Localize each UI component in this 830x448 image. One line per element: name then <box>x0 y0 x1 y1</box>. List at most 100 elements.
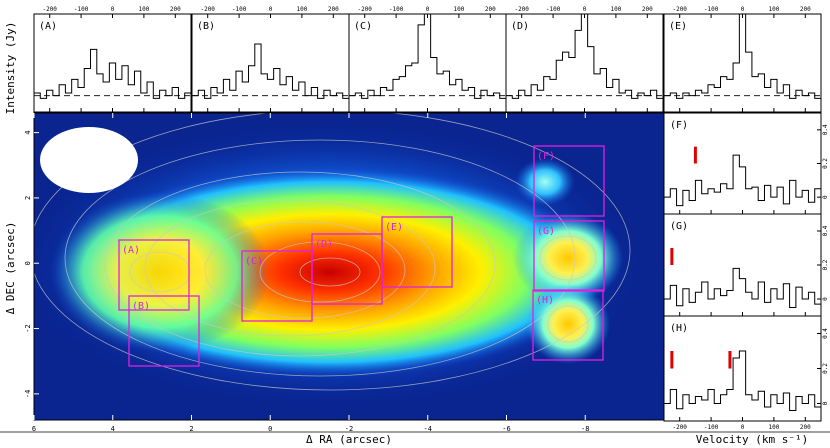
panel-frame <box>348 13 507 113</box>
top-spectrum-panel: -200 -100 0 100 200 (B) <box>191 6 350 113</box>
region-label: (B) <box>132 301 150 312</box>
y-tick-label: -2 <box>24 324 32 332</box>
x-tick-label: 0 <box>268 425 272 433</box>
map-ylabel: Δ DEC (arcsec) <box>4 222 17 315</box>
y-tick-label: 0.2 <box>822 158 829 169</box>
region-label: (H) <box>536 295 554 306</box>
y-tick-label: 4 <box>24 130 32 134</box>
y-tick-label: 0.4 <box>822 124 829 135</box>
panel-frame <box>505 13 664 113</box>
region-label: (F) <box>537 151 555 162</box>
spectrum-line <box>349 13 507 99</box>
x-tick-label: 100 <box>768 6 779 13</box>
panel-frame <box>191 13 350 113</box>
x-tick-label: 200 <box>800 6 811 13</box>
x-tick-label: -200 <box>357 6 372 13</box>
x-tick-label: -200 <box>200 6 215 13</box>
region-box: (A) <box>118 239 190 311</box>
region-label: (A) <box>122 245 140 256</box>
spectrum-line <box>34 48 192 99</box>
x-tick-label: -2 <box>345 425 353 433</box>
panel-label: (F) <box>670 120 688 131</box>
y-tick-label: 0 <box>822 401 829 405</box>
x-tick-label: 200 <box>800 424 811 431</box>
map-emission-knot-f <box>515 158 575 206</box>
x-tick-label: 0 <box>426 6 430 13</box>
y-tick-label: -4 <box>24 390 32 398</box>
panel-label: (D) <box>511 21 529 32</box>
spectrum-line <box>664 350 822 411</box>
region-box: (E) <box>381 216 453 288</box>
side-spectrum-panel: 0.4 0.2 0 (G) <box>663 213 829 317</box>
x-tick-label: 100 <box>453 6 464 13</box>
side-spectrum-panel: 0.4 0.2 0 (F) <box>663 112 829 215</box>
spectrum-line <box>664 267 822 308</box>
top-spectrum-panel: -200 -100 0 100 200 (C) <box>348 6 507 113</box>
top-spectrum-panel: -200 -100 0 100 200 (A) <box>33 6 192 113</box>
panel-label: (A) <box>39 21 57 32</box>
top-spectrum-panel: -200 -100 0 100 200 (E) <box>663 6 822 113</box>
x-tick-label: 200 <box>170 6 181 13</box>
x-tick-label: -4 <box>424 425 432 433</box>
top-spectrum-panel: -200 -100 0 100 200 (D) <box>505 6 664 113</box>
y-tick-label: 0.4 <box>822 225 829 236</box>
region-label: (C) <box>245 256 263 267</box>
map-emission-knot-h <box>526 284 610 364</box>
x-tick-label: -100 <box>704 424 719 431</box>
x-tick-label: -100 <box>546 6 561 13</box>
y-tick-label: 0 <box>822 297 829 301</box>
region-label: (D) <box>315 239 333 250</box>
top-spectra-panels: -200 -100 0 100 200(A)-200 -100 0 100 200(B)-200… <box>33 6 822 113</box>
x-tick-label: -8 <box>581 425 589 433</box>
map-ticks: 6 4 2 0 -2 -4 -6 -8 4 2 0 -2 -4 <box>24 113 589 433</box>
x-tick-label: 100 <box>768 424 779 431</box>
x-tick-label: -100 <box>704 6 719 13</box>
spectrum-line <box>192 43 350 99</box>
x-tick-label: 4 <box>111 425 115 433</box>
x-tick-label: 0 <box>269 6 273 13</box>
y-tick-label: 0.2 <box>822 259 829 270</box>
map-xlabel: Δ RA (arcsec) <box>306 433 392 446</box>
x-tick-label: 200 <box>642 6 653 13</box>
x-tick-label: 100 <box>296 6 307 13</box>
panel-label: (E) <box>669 21 687 32</box>
region-label: (E) <box>385 222 403 233</box>
map-emission-east <box>50 192 270 352</box>
region-box: (B) <box>128 295 200 367</box>
x-tick-label: 200 <box>328 6 339 13</box>
map-contours <box>34 113 631 391</box>
panel-label: (G) <box>670 221 688 232</box>
x-tick-label: -100 <box>232 6 247 13</box>
region-box: (H) <box>532 289 604 361</box>
x-tick-label: 0 <box>583 6 587 13</box>
x-tick-label: 0 <box>741 424 745 431</box>
x-tick-label: 6 <box>32 425 36 433</box>
x-tick-label: 0 <box>741 6 745 13</box>
x-tick-label: 100 <box>610 6 621 13</box>
spectrum-line <box>664 154 822 207</box>
panel-label: (C) <box>354 21 372 32</box>
panel-label: (B) <box>197 21 215 32</box>
map-emission-knot-g <box>513 213 623 303</box>
region-box: (F) <box>533 145 605 217</box>
x-tick-label: -6 <box>502 425 510 433</box>
x-tick-label: -200 <box>42 6 57 13</box>
x-tick-label: 100 <box>138 6 149 13</box>
spectrum-line <box>506 13 664 99</box>
x-tick-label: -100 <box>74 6 89 13</box>
region-box: (G) <box>533 220 605 292</box>
x-tick-label: 0 <box>111 6 115 13</box>
top-ylabel: Intensity (Jy) <box>4 22 17 115</box>
side-spectrum-panel: 0.4 0.2 0 -200 -100 0 100 200 (H) <box>663 315 829 431</box>
x-tick-label: -200 <box>672 424 687 431</box>
y-tick-label: 0.2 <box>822 363 829 374</box>
region-boxes: (A) (B) (C) (D) (E) (F) (G) (H) <box>118 145 605 367</box>
x-tick-label: -200 <box>514 6 529 13</box>
beam-ellipse <box>40 127 138 193</box>
intensity-map: (A) (B) (C) (D) (E) (F) (G) (H) 6 4 2 0 -2 -4 -6 -8 4 2 0… <box>24 112 665 433</box>
x-tick-label: -100 <box>389 6 404 13</box>
y-tick-label: 0 <box>24 261 32 265</box>
x-tick-label: 200 <box>485 6 496 13</box>
side-spectra-panels: 0.4 0.2 0 (F) 0.4 0.2 0 (G) 0.4 0.2 0 -200 -100 0 100 2… <box>663 112 829 431</box>
